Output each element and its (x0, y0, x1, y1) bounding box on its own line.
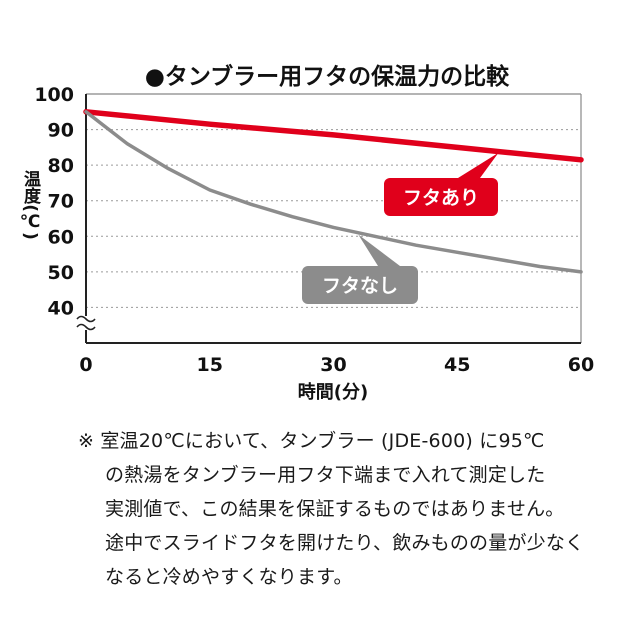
footnote-line: 実測値で、この結果を保証するものではありません。 (105, 498, 565, 520)
series-line-with-lid (83, 109, 584, 163)
callout-without-lid-box (302, 266, 418, 304)
x-tick-label: 30 (320, 354, 346, 376)
series-lines (83, 109, 584, 274)
y-tick-label: 40 (48, 297, 74, 319)
x-tick-label: 45 (444, 354, 470, 376)
footnote-line: 途中でスライドフタを開けたり、飲みものの量が少なく (105, 532, 585, 554)
footnote: ※ 室温20℃において、タンブラー (JDE-600) に95℃ の熱湯をタンブ… (78, 424, 608, 594)
y-tick-label: 70 (48, 191, 74, 213)
axis-break-mark (76, 315, 96, 323)
y-tick-label: 100 (34, 84, 74, 106)
footnote-line: の熱湯をタンブラー用フタ下端まで入れて測定した (105, 464, 546, 486)
x-tick-label: 15 (197, 354, 223, 376)
series-line-without-lid (84, 110, 583, 274)
footnote-line: なると冷めやすくなります。 (105, 566, 353, 588)
callout-with-lid: フタあり (384, 152, 499, 216)
y-tick-label: 90 (48, 120, 74, 142)
chart-title: ●タンブラー用フタの保温力の比較 (145, 63, 510, 90)
x-tick-label: 60 (568, 354, 594, 376)
y-axis-label: 温度(℃) (20, 170, 41, 240)
callout-with-lid-box (384, 178, 498, 216)
y-tick-label: 80 (48, 155, 74, 177)
footnote-line: ※ 室温20℃において、タンブラー (JDE-600) に95℃ (78, 430, 545, 452)
plot-frame (76, 93, 582, 344)
callout-with-lid-text: フタあり (403, 187, 479, 209)
y-tick-labels: 40 50 60 70 80 90 100 (34, 84, 74, 319)
callout-without-lid-pointer (358, 234, 400, 266)
axis-break-mark (76, 323, 96, 331)
x-tick-labels: 0 15 30 45 60 (79, 354, 594, 376)
x-tick-label: 0 (79, 354, 92, 376)
y-tick-label: 60 (48, 226, 74, 248)
y-tick-label: 50 (48, 262, 74, 284)
callout-with-lid-pointer (458, 152, 499, 178)
callout-without-lid: フタなし (302, 234, 418, 304)
x-axis-label: 時間(分) (298, 382, 368, 403)
callout-without-lid-text: フタなし (322, 275, 398, 297)
